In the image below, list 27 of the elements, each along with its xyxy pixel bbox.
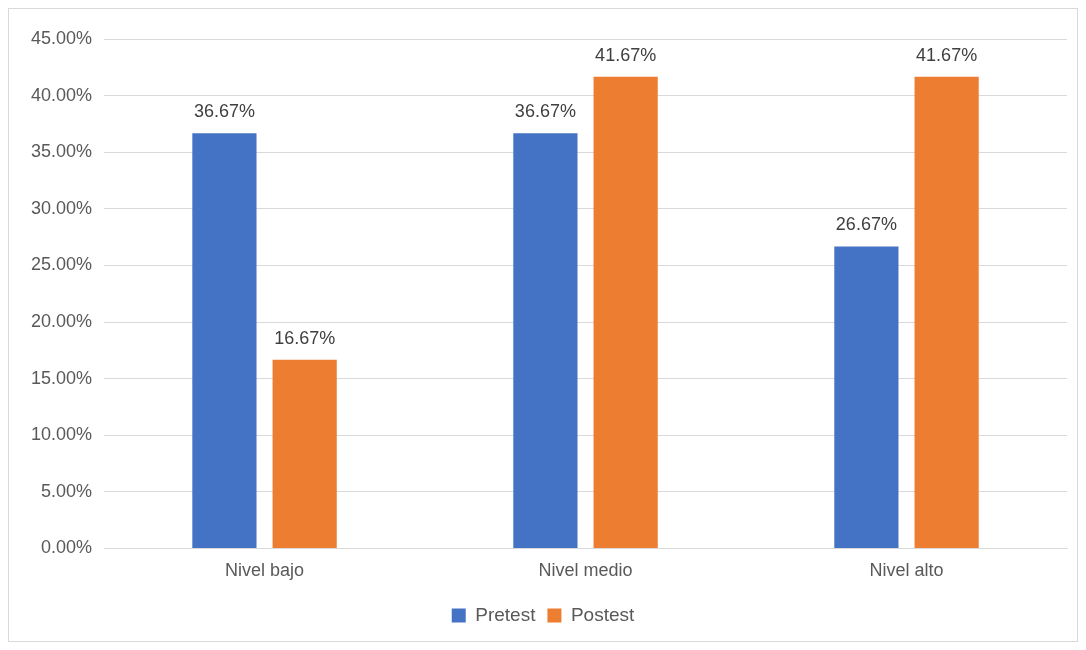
y-tick-label: 5.00%: [41, 480, 93, 501]
x-tick-label: Nivel alto: [869, 560, 944, 581]
data-label: 41.67%: [916, 44, 978, 65]
legend-label: Postest: [570, 603, 635, 625]
data-label: 16.67%: [274, 327, 336, 348]
y-tick-label: 0.00%: [41, 537, 93, 558]
legend-label: Pretest: [475, 603, 537, 625]
data-label: 36.67%: [193, 101, 255, 122]
y-tick-label: 45.00%: [30, 27, 93, 48]
y-tick-label: 10.00%: [30, 424, 93, 445]
x-tick-label: Nivel bajo: [225, 560, 305, 581]
bar: [834, 246, 899, 548]
bar: [914, 76, 979, 548]
y-tick-label: 15.00%: [30, 367, 93, 388]
y-tick-label: 25.00%: [30, 254, 93, 275]
y-tick-label: 35.00%: [30, 141, 93, 162]
bar: [192, 133, 257, 548]
y-tick-label: 20.00%: [30, 310, 93, 331]
data-label: 41.67%: [595, 44, 657, 65]
data-label: 36.67%: [514, 101, 576, 122]
bar: [513, 133, 578, 548]
y-tick-label: 40.00%: [30, 84, 93, 105]
bar: [272, 359, 337, 548]
bar: [593, 76, 658, 548]
x-tick-label: Nivel medio: [538, 560, 633, 581]
data-label: 26.67%: [835, 214, 897, 235]
y-tick-label: 30.00%: [30, 197, 93, 218]
